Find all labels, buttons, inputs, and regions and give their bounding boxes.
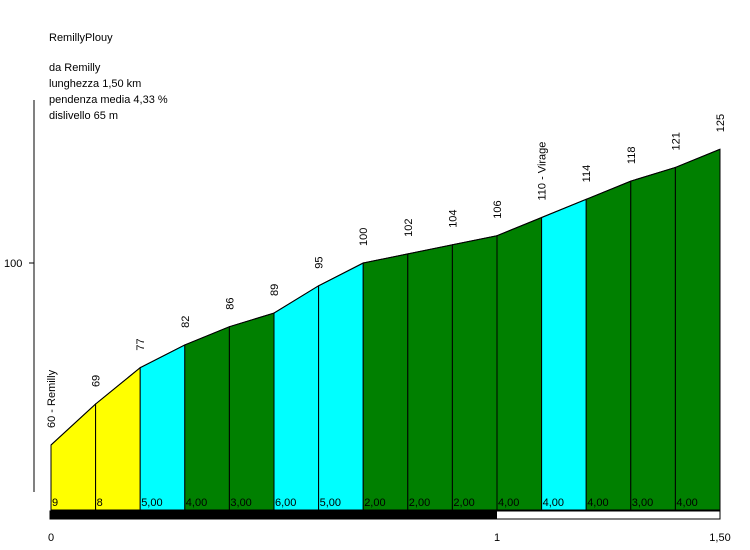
segment-gradient-label: 2,00 xyxy=(364,497,385,509)
altitude-label: 121 xyxy=(670,132,682,150)
info-from: da Remilly xyxy=(49,62,101,74)
altitude-label: 77 xyxy=(135,338,147,350)
segment-gradient-label: 9 xyxy=(52,497,58,509)
profile-segment xyxy=(630,166,676,511)
altitude-label: 95 xyxy=(314,257,326,269)
altitude-label: 106 xyxy=(492,200,504,218)
profile-segment xyxy=(362,253,409,511)
profile-segment xyxy=(228,312,275,511)
distance-scale-filled xyxy=(50,511,497,519)
altitude-label: 89 xyxy=(269,284,281,296)
profile-outline xyxy=(50,148,721,446)
segment-gradient-label: 2,00 xyxy=(409,497,430,509)
altitude-label: 86 xyxy=(224,297,236,309)
altitude-label: 102 xyxy=(403,219,415,237)
profile-segment xyxy=(496,216,543,511)
segment-gradient-label: 5,00 xyxy=(320,497,341,509)
profile-segment xyxy=(674,148,721,511)
segment-gradient-label: 3,00 xyxy=(632,497,653,509)
altitude-label: 69 xyxy=(91,375,103,387)
profile-segment xyxy=(451,235,498,511)
segment-gradient-label: 4,00 xyxy=(498,497,519,509)
profile-segment xyxy=(318,262,364,511)
info-elevation-gain: dislivello 65 m xyxy=(49,110,119,122)
altitude-label: 104 xyxy=(447,209,459,227)
segment-gradient-label: 3,00 xyxy=(230,497,251,509)
info-avg-gradient: pendenza media 4,33 % xyxy=(49,94,168,106)
profile-segment xyxy=(273,284,320,511)
profile-segment xyxy=(95,366,141,511)
info-length: lunghezza 1,50 km xyxy=(49,78,142,90)
segment-gradient-label: 4,00 xyxy=(676,497,697,509)
x-tick-label: 0 xyxy=(48,532,54,544)
segment-gradient-label: 6,00 xyxy=(275,497,296,509)
segment-gradient-label: 8 xyxy=(97,497,103,509)
altitude-label: 114 xyxy=(581,165,593,183)
segment-gradient-label: 4,00 xyxy=(543,497,564,509)
segment-gradient-label: 4,00 xyxy=(186,497,207,509)
altitude-label: 60 - Remilly xyxy=(46,369,58,428)
segment-gradient-label: 2,00 xyxy=(453,497,474,509)
profile-segment xyxy=(139,344,186,511)
altitude-label: 118 xyxy=(626,147,638,165)
altitude-label: 110 - Virage xyxy=(537,142,549,201)
altitude-label: 100 xyxy=(358,228,370,246)
altitude-label: 125 xyxy=(715,114,727,132)
x-tick-label: 1,50 xyxy=(709,532,730,544)
info-block: da Remilly lunghezza 1,50 km pendenza me… xyxy=(49,60,168,124)
profile-segment xyxy=(585,180,632,511)
profile-segment xyxy=(541,198,587,511)
altitude-label: 82 xyxy=(180,316,192,328)
x-tick-label: 1 xyxy=(494,532,500,544)
segment-gradient-label: 4,00 xyxy=(587,497,608,509)
profile-segment xyxy=(407,244,453,511)
profile-title: RemillyPlouy xyxy=(49,32,113,44)
profile-segment xyxy=(184,325,230,511)
segment-gradient-label: 5,00 xyxy=(141,497,162,509)
y-tick-label: 100 xyxy=(4,258,22,270)
